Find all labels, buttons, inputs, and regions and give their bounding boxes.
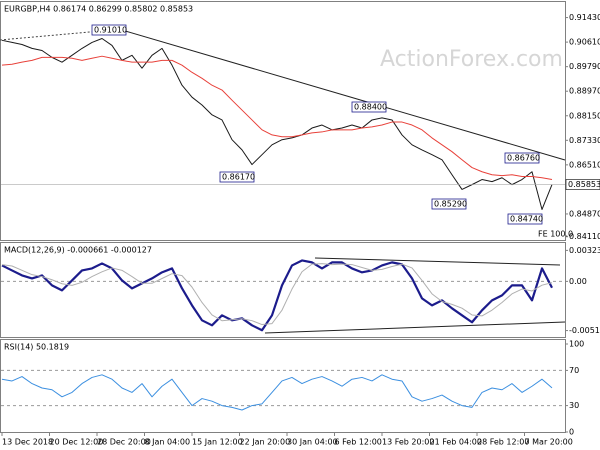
annotation-box xyxy=(219,171,255,183)
x-tick-label: 7 Mar 20:00 xyxy=(525,438,573,447)
annotation: FE 100.0 xyxy=(538,230,573,239)
current-price-label: 0.85853 xyxy=(568,180,600,189)
macd-title: MACD(12,26,9) -0.000661 -0.000127 xyxy=(4,246,152,255)
y-tick-label: 0.90610 xyxy=(569,38,600,47)
x-tick-label: 22 Jan 20:00 xyxy=(240,438,291,447)
watermark: ActionForex.com xyxy=(380,47,563,72)
annotation: 0.86760 xyxy=(507,154,540,163)
trend-line xyxy=(114,27,566,161)
x-tick-label: 13 Feb 20:00 xyxy=(382,438,434,447)
annotation: 0.85290 xyxy=(434,200,467,209)
x-tick-label: 13 Dec 2018 xyxy=(2,438,53,447)
y-tick-label: 0.89790 xyxy=(569,62,600,71)
series-line xyxy=(1,374,553,411)
y-tick-label: 30 xyxy=(569,401,579,410)
chart-title: EURGBP,H4 0.86174 0.86299 0.85802 0.8585… xyxy=(4,5,193,14)
macd-panel-frame xyxy=(0,242,566,338)
y-tick-label: 0.84870 xyxy=(569,209,600,218)
y-tick-label: 0.88970 xyxy=(569,87,600,96)
y-tick-label: 0.00 xyxy=(569,277,587,286)
series-line xyxy=(1,263,553,326)
annotation: 0.91010 xyxy=(94,26,127,35)
y-tick-label: 0.91430 xyxy=(569,13,600,22)
series-line xyxy=(1,55,553,181)
x-tick-label: 6 Feb 12:00 xyxy=(335,438,382,447)
annotation-box xyxy=(507,213,543,225)
x-tick-label: 20 Dec 12:00 xyxy=(50,438,104,447)
series-line xyxy=(1,259,553,332)
y-tick-label: -0.005129 xyxy=(569,326,600,335)
annotation-box xyxy=(351,101,387,113)
annotation-box xyxy=(431,198,467,210)
y-tick-label: 0.00323 xyxy=(569,246,600,255)
x-tick-label: 15 Jan 12:00 xyxy=(192,438,243,447)
x-tick-label: 21 Feb 04:00 xyxy=(430,438,482,447)
current-price-box xyxy=(565,179,600,190)
macd-channel-lower xyxy=(264,321,566,334)
y-tick-label: 100 xyxy=(569,340,584,349)
rsi-panel-frame xyxy=(0,339,566,433)
x-tick-label: 30 Jan 04:00 xyxy=(287,438,338,447)
annotation: 0.86170 xyxy=(222,173,255,182)
y-tick-label: 70 xyxy=(569,366,579,375)
x-tick-label: 8 Jan 04:00 xyxy=(145,438,191,447)
annotation: 0.84740 xyxy=(510,215,543,224)
x-tick-label: 28 Feb 12:00 xyxy=(477,438,529,447)
annotation-box xyxy=(504,152,540,164)
y-tick-label: 0.88150 xyxy=(569,111,600,120)
annotation: 0.88400 xyxy=(354,103,387,112)
y-tick-label: 0.86510 xyxy=(569,160,600,169)
main-panel-frame xyxy=(0,1,566,241)
x-tick-label: 28 Dec 20:00 xyxy=(97,438,151,447)
series-line xyxy=(1,38,553,210)
macd-channel-upper xyxy=(314,257,561,266)
annotation-box xyxy=(91,24,127,36)
y-tick-label: 0.84110 xyxy=(569,232,600,241)
y-tick-label: 0 xyxy=(569,428,574,437)
rsi-title: RSI(14) 50.1819 xyxy=(4,343,69,352)
y-tick-label: 0.87330 xyxy=(569,136,600,145)
